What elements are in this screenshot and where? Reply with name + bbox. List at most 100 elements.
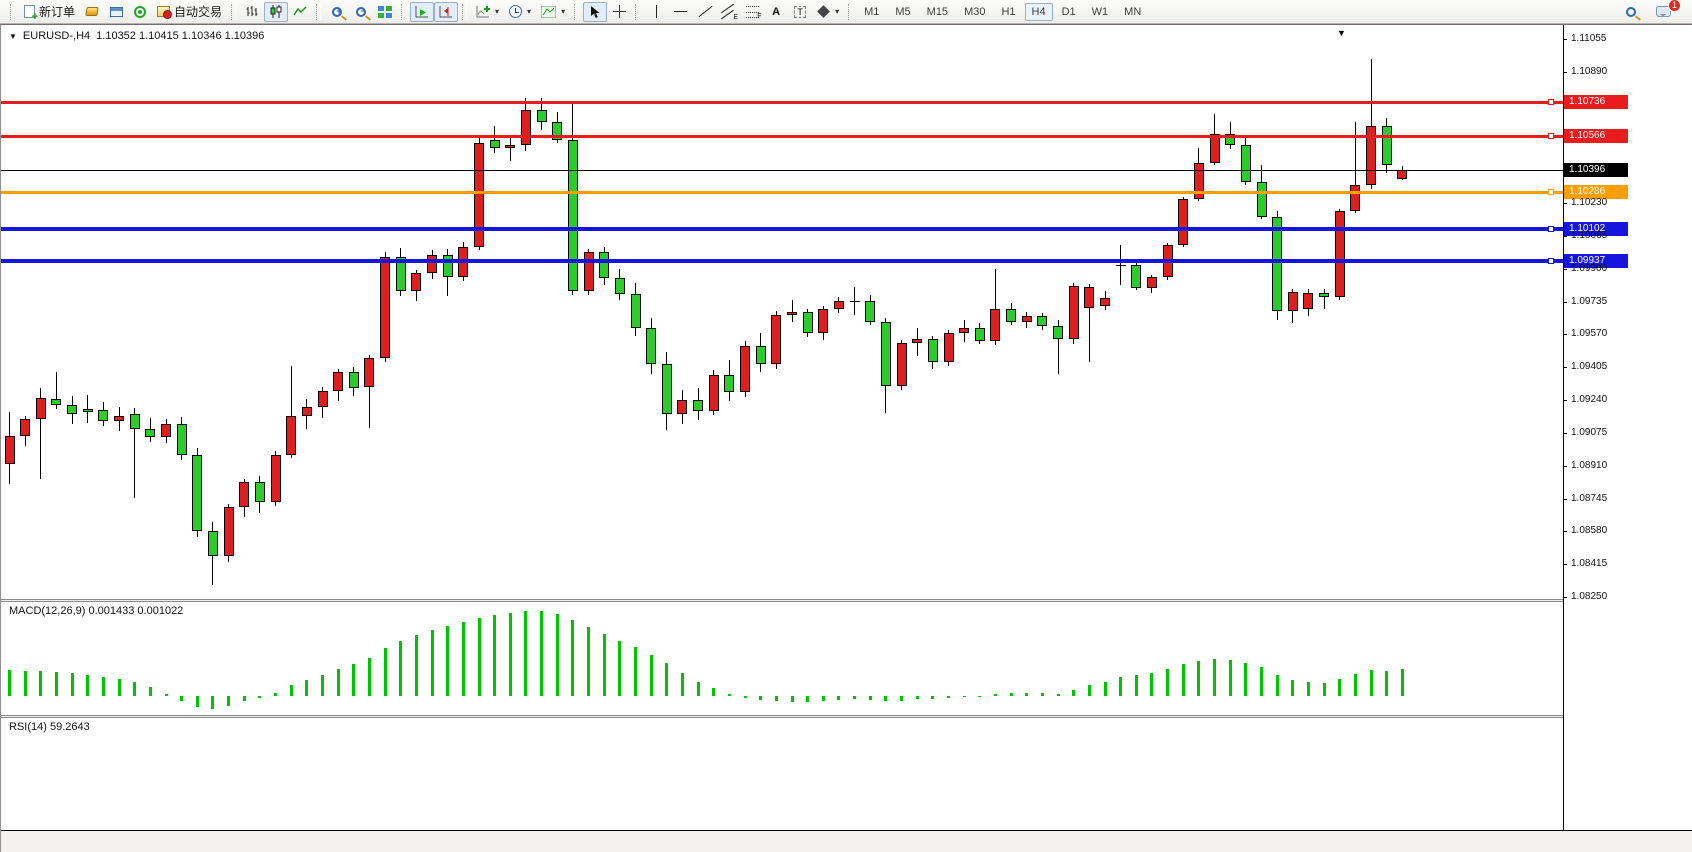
macd-histogram-bar [774, 696, 778, 702]
vertical-line-button[interactable] [644, 2, 668, 22]
macd-histogram-bar [117, 679, 121, 696]
bar-chart-icon [246, 6, 258, 16]
macd-histogram-bar [414, 634, 418, 696]
timeframe-button-M5[interactable]: M5 [895, 5, 911, 18]
timeframe-button-M30[interactable]: M30 [964, 5, 986, 18]
cursor-button[interactable] [583, 1, 608, 22]
text-label-icon: T [794, 5, 806, 18]
timeframe-button-H1[interactable]: H1 [1001, 5, 1016, 18]
line-chart-button[interactable] [288, 2, 312, 22]
macd-histogram-bar [1056, 694, 1060, 696]
candle-bullish [270, 454, 281, 503]
panel-separator[interactable] [1, 715, 1692, 718]
candle-wick [134, 408, 136, 498]
horizontal-level-line[interactable] [1, 226, 1563, 231]
zoom-in-icon: + [332, 6, 343, 17]
timeframe-button-MN[interactable]: MN [1124, 5, 1142, 18]
indicators-button[interactable]: ▾ [471, 2, 504, 22]
price-axis[interactable] [1563, 25, 1692, 830]
search-button[interactable] [1619, 2, 1643, 22]
chart-shift-button[interactable] [434, 1, 459, 22]
toolbar-grip[interactable] [848, 3, 854, 20]
time-axis[interactable] [1, 830, 1692, 852]
timeframe-button-D1[interactable]: D1 [1061, 5, 1076, 18]
timeframe-button-H4[interactable]: H4 [1024, 2, 1053, 21]
candle-bearish [646, 328, 657, 365]
text-label-button[interactable]: T [788, 2, 812, 22]
zoom-in-button[interactable]: + [325, 2, 349, 22]
tile-windows-button[interactable] [373, 2, 397, 22]
candle-bullish [380, 256, 391, 359]
horizontal-line-button[interactable] [668, 2, 692, 22]
candlestick-chart-button[interactable] [264, 1, 289, 22]
macd-histogram-bar [947, 696, 950, 698]
level-drag-handle[interactable] [1548, 99, 1554, 106]
horizontal-level-line[interactable] [1, 259, 1563, 264]
gold-note-button[interactable] [80, 2, 104, 22]
toolbar-grip[interactable] [462, 3, 468, 20]
price-chart-area[interactable] [1, 25, 1563, 599]
macd-histogram-bar [477, 617, 481, 696]
text-button[interactable]: A [764, 2, 788, 22]
auto-scroll-button[interactable] [410, 1, 435, 22]
zoom-out-button[interactable]: − [349, 2, 373, 22]
level-drag-handle[interactable] [1548, 258, 1554, 265]
price-level-badge: 1.09937 [1564, 254, 1628, 269]
symbol-dropdown-arrow[interactable]: ▼ [9, 31, 17, 41]
toolbar-grip[interactable] [231, 3, 237, 20]
timeframe-button-M1[interactable]: M1 [864, 5, 880, 18]
shapes-button[interactable]: ▾ [812, 2, 844, 22]
toolbar-grip[interactable] [401, 3, 407, 20]
candle-bearish [145, 428, 156, 437]
toolbar-grip[interactable] [316, 3, 322, 20]
templates-button[interactable]: ▾ [536, 2, 570, 22]
horizontal-level-line[interactable] [1, 190, 1563, 194]
trendline-button[interactable] [692, 2, 716, 22]
crosshair-icon [612, 5, 626, 18]
candle-bullish [1100, 297, 1110, 306]
panel-separator[interactable] [1, 599, 1692, 602]
macd-histogram-bar [931, 696, 935, 699]
macd-histogram-bar [759, 696, 763, 701]
toolbar-grip[interactable] [10, 3, 15, 20]
macd-histogram-bar [712, 688, 716, 696]
candle-bullish [114, 415, 125, 421]
horizontal-level-line[interactable] [1, 135, 1563, 139]
macd-histogram-bar [508, 612, 512, 696]
macd-histogram-bar [227, 696, 231, 706]
fibonacci-button[interactable]: F [740, 2, 764, 22]
macd-panel[interactable] [1, 602, 1563, 715]
level-drag-handle[interactable] [1548, 133, 1554, 140]
candle-bullish [1350, 185, 1361, 212]
level-drag-handle[interactable] [1548, 188, 1554, 195]
rsi-panel[interactable] [1, 718, 1563, 830]
macd-histogram-bar [211, 696, 215, 710]
macd-histogram-bar [837, 696, 841, 701]
level-drag-handle[interactable] [1548, 225, 1554, 232]
candle-bullish [818, 308, 829, 334]
candle-bearish [614, 277, 625, 294]
crosshair-button[interactable] [607, 2, 631, 22]
candlestick-chart-icon [270, 5, 282, 18]
horizontal-level-line[interactable] [1, 101, 1563, 105]
candle-bearish [176, 423, 187, 455]
channel-button[interactable]: E [716, 2, 740, 22]
current-price-line[interactable] [1, 170, 1563, 172]
price-level-badge: 1.10736 [1564, 95, 1628, 110]
bar-chart-button[interactable] [240, 2, 264, 22]
toolbar-grip[interactable] [574, 3, 580, 20]
timeframe-button-M15[interactable]: M15 [926, 5, 949, 18]
text-icon: A [772, 5, 781, 18]
timeframe-button-W1[interactable]: W1 [1091, 5, 1109, 18]
toolbar-grip[interactable] [635, 3, 641, 20]
window-button[interactable] [104, 2, 128, 22]
macd-histogram-bar [634, 647, 637, 696]
periods-button[interactable]: ▾ [504, 2, 536, 22]
signal-button[interactable] [128, 2, 152, 22]
macd-histogram-bar [1134, 674, 1138, 696]
autotrading-button[interactable]: 自动交易 [152, 2, 227, 22]
macd-histogram-bar [461, 622, 465, 696]
notifications-button[interactable]: 1 [1651, 0, 1681, 22]
chart-shift-marker[interactable]: ▼ [1337, 28, 1346, 38]
new-order-button[interactable]: 新订单 [19, 2, 80, 22]
